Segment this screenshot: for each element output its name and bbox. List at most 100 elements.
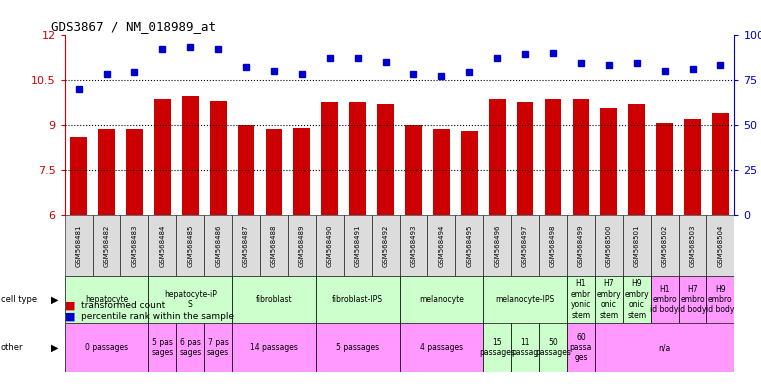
Text: 15
passages: 15 passages	[479, 338, 515, 357]
Bar	[344, 215, 371, 276]
Bar	[483, 215, 511, 276]
Bar	[321, 102, 338, 215]
Bar	[65, 323, 148, 372]
Text: GSM568492: GSM568492	[383, 225, 389, 267]
Text: fibroblast: fibroblast	[256, 295, 292, 304]
Bar	[294, 128, 310, 215]
Text: GSM568503: GSM568503	[689, 225, 696, 267]
Bar	[539, 215, 567, 276]
Bar	[204, 215, 232, 276]
Text: GSM568482: GSM568482	[103, 225, 110, 267]
Text: ▶: ▶	[51, 295, 59, 305]
Bar	[517, 102, 533, 215]
Bar	[232, 323, 316, 372]
Text: melanocyte: melanocyte	[419, 295, 463, 304]
Text: H1
embro
id body: H1 embro id body	[651, 285, 679, 314]
Text: GSM568496: GSM568496	[494, 225, 500, 267]
Bar	[98, 129, 115, 215]
Text: other: other	[1, 343, 24, 352]
Bar	[511, 323, 539, 372]
Bar	[595, 215, 622, 276]
Text: transformed count: transformed count	[81, 301, 166, 310]
Text: 14 passages: 14 passages	[250, 343, 298, 352]
Text: GSM568485: GSM568485	[187, 225, 193, 267]
Bar	[148, 323, 177, 372]
Text: GSM568500: GSM568500	[606, 225, 612, 267]
Bar	[656, 123, 673, 215]
Bar	[70, 137, 87, 215]
Text: H7
embry
onic
stem: H7 embry onic stem	[597, 280, 621, 319]
Text: H9
embro
id body: H9 embro id body	[706, 285, 734, 314]
Text: GSM568488: GSM568488	[271, 225, 277, 267]
Text: GSM568490: GSM568490	[326, 225, 333, 267]
Bar	[567, 215, 595, 276]
Bar	[539, 323, 567, 372]
Bar	[679, 276, 706, 323]
Text: hepatocyte-iP
S: hepatocyte-iP S	[164, 290, 217, 309]
Bar	[232, 215, 260, 276]
Bar	[377, 104, 394, 215]
Bar	[349, 102, 366, 215]
Bar	[545, 99, 562, 215]
Bar	[595, 276, 622, 323]
Text: n/a: n/a	[658, 343, 670, 352]
Bar	[489, 99, 505, 215]
Bar	[210, 101, 227, 215]
Bar	[204, 323, 232, 372]
Bar	[148, 276, 232, 323]
Bar	[120, 215, 148, 276]
Text: H9
embry
onic
stem: H9 embry onic stem	[624, 280, 649, 319]
Text: GSM568502: GSM568502	[661, 225, 667, 267]
Text: ■: ■	[65, 312, 75, 322]
Text: GSM568501: GSM568501	[634, 225, 640, 267]
Bar	[712, 113, 729, 215]
Bar	[483, 323, 511, 372]
Text: GSM568499: GSM568499	[578, 225, 584, 267]
Text: 50
passages: 50 passages	[535, 338, 571, 357]
Bar	[371, 215, 400, 276]
Bar	[182, 96, 199, 215]
Bar	[511, 215, 539, 276]
Text: ▶: ▶	[51, 343, 59, 353]
Text: cell type: cell type	[1, 295, 37, 304]
Text: 60
passa
ges: 60 passa ges	[570, 333, 592, 362]
Bar	[629, 104, 645, 215]
Text: 11
passag: 11 passag	[511, 338, 539, 357]
Text: GSM568486: GSM568486	[215, 225, 221, 267]
Bar	[316, 215, 344, 276]
Bar	[400, 323, 483, 372]
Text: GSM568498: GSM568498	[550, 225, 556, 267]
Bar	[316, 323, 400, 372]
Bar	[154, 99, 170, 215]
Text: percentile rank within the sample: percentile rank within the sample	[81, 312, 234, 321]
Bar	[622, 276, 651, 323]
Text: GSM568493: GSM568493	[410, 225, 416, 267]
Text: GSM568494: GSM568494	[438, 225, 444, 267]
Bar	[260, 215, 288, 276]
Text: ■: ■	[65, 300, 75, 310]
Bar	[65, 215, 93, 276]
Bar	[622, 215, 651, 276]
Text: GDS3867 / NM_018989_at: GDS3867 / NM_018989_at	[51, 20, 216, 33]
Bar	[237, 125, 254, 215]
Text: fibroblast-IPS: fibroblast-IPS	[332, 295, 384, 304]
Bar	[266, 129, 282, 215]
Text: GSM568491: GSM568491	[355, 225, 361, 267]
Bar	[679, 215, 706, 276]
Bar	[651, 276, 679, 323]
Bar	[706, 215, 734, 276]
Bar	[461, 131, 478, 215]
Text: hepatocyte: hepatocyte	[85, 295, 128, 304]
Bar	[288, 215, 316, 276]
Bar	[428, 215, 455, 276]
Text: GSM568495: GSM568495	[466, 225, 473, 267]
Text: melanocyte-IPS: melanocyte-IPS	[495, 295, 555, 304]
Text: 5 passages: 5 passages	[336, 343, 379, 352]
Bar	[177, 323, 204, 372]
Bar	[572, 99, 589, 215]
Text: H7
embro
id body: H7 embro id body	[678, 285, 707, 314]
Bar	[651, 215, 679, 276]
Bar	[567, 276, 595, 323]
Text: H1
embr
yonic
stem: H1 embr yonic stem	[571, 280, 591, 319]
Bar	[567, 323, 595, 372]
